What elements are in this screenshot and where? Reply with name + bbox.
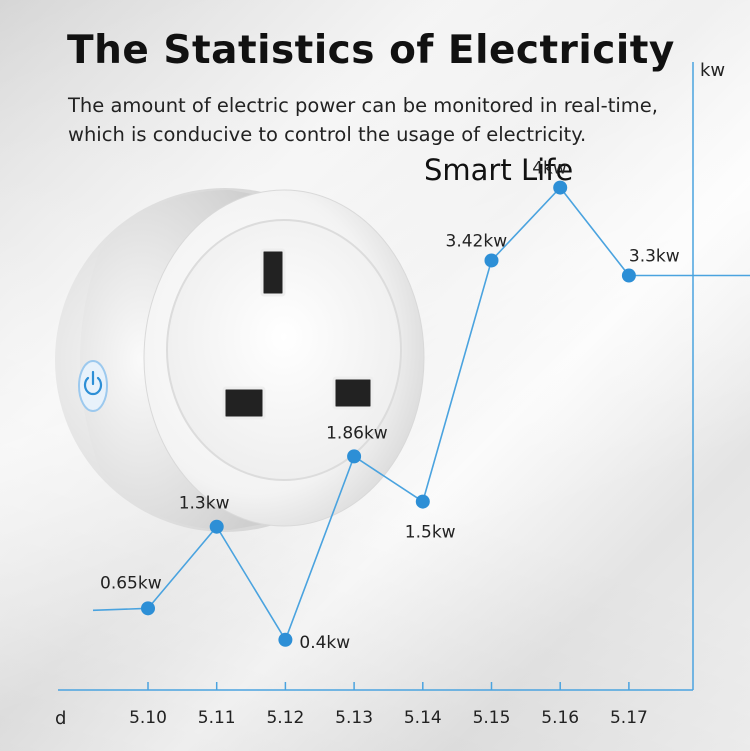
x-tick-label: 5.13 (335, 708, 373, 728)
data-point (621, 268, 636, 283)
data-point (209, 519, 224, 534)
x-tick-label: 5.10 (129, 708, 167, 728)
data-label: 3.42kw (446, 231, 508, 251)
x-tick-label: 5.16 (541, 708, 579, 728)
x-tick-label: 5.12 (266, 708, 304, 728)
socket-hole-live (222, 386, 266, 420)
data-point (347, 449, 362, 464)
x-axis-label: d (55, 708, 66, 729)
x-tick-label: 5.17 (610, 708, 648, 728)
socket-hole-neutral (332, 376, 374, 410)
x-tick-label: 5.15 (473, 708, 511, 728)
x-tick-label: 5.11 (198, 708, 236, 728)
y-axis-label: kw (700, 60, 725, 81)
data-label: 1.3kw (179, 494, 230, 514)
data-label: 0.4kw (299, 633, 350, 653)
data-point (553, 180, 568, 195)
data-label: 1.5kw (405, 523, 456, 543)
data-point (484, 253, 499, 268)
data-point (141, 601, 155, 616)
page-title: The Statistics of Electricity (67, 28, 675, 73)
data-label: 3.3kw (629, 247, 680, 267)
data-label: 1.86kw (326, 423, 388, 443)
data-label: 4kw (532, 159, 567, 179)
power-icon (78, 360, 108, 412)
series-line (92, 186, 630, 642)
x-tick-label: 5.14 (404, 708, 442, 728)
data-label: 0.65kw (100, 573, 162, 593)
app-name: Smart Life (424, 153, 574, 187)
data-point (415, 494, 430, 509)
page-subtitle: The amount of electric power can be moni… (68, 94, 658, 146)
data-point (278, 632, 293, 647)
socket-hole-earth (260, 248, 286, 297)
